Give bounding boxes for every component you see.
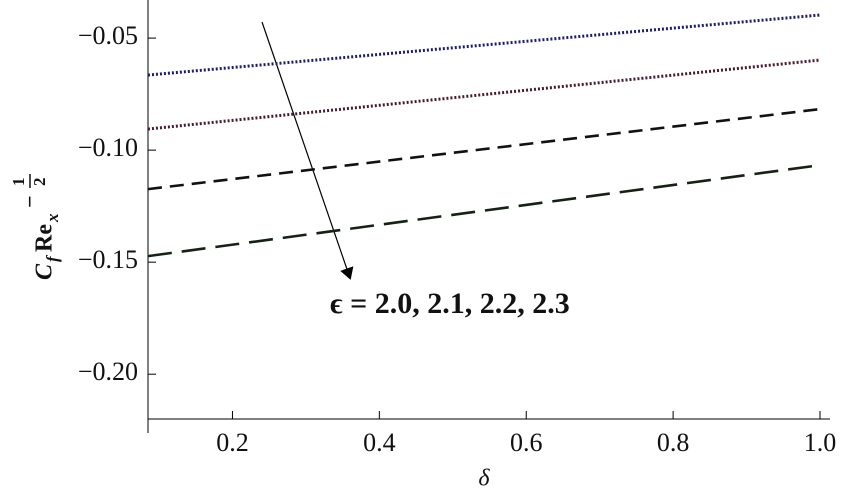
series-line	[147, 13, 821, 77]
series-line	[147, 107, 821, 191]
x-tick-label: 0.2	[216, 428, 249, 457]
y-label-part: 1	[9, 178, 28, 187]
y-label-part: Re	[32, 224, 58, 252]
arrow	[261, 21, 354, 280]
annotation: ϵ = 2.0, 2.1, 2.2, 2.3	[330, 287, 570, 320]
x-tick-label: 0.6	[510, 428, 543, 457]
y-label-part: f	[43, 254, 62, 262]
y-axis-label: C f Re x − 1 2	[9, 174, 62, 280]
y-label-part: C	[32, 263, 58, 280]
x-tick-label: 0.8	[657, 428, 690, 457]
x-tick-label: 1.0	[804, 428, 837, 457]
y-label-part: 2	[30, 178, 49, 187]
y-tick-label: −0.20	[78, 357, 138, 386]
y-tick-label: −0.15	[78, 245, 138, 274]
x-axis-label: δ	[478, 466, 490, 492]
y-label-part: −	[17, 195, 42, 208]
x-tick-label: 0.4	[363, 428, 396, 457]
y-tick-label: −0.10	[78, 133, 138, 162]
series-line	[147, 58, 821, 131]
y-tick-label: −0.05	[78, 21, 138, 50]
series-line	[147, 163, 821, 258]
y-label-part: x	[43, 213, 62, 223]
